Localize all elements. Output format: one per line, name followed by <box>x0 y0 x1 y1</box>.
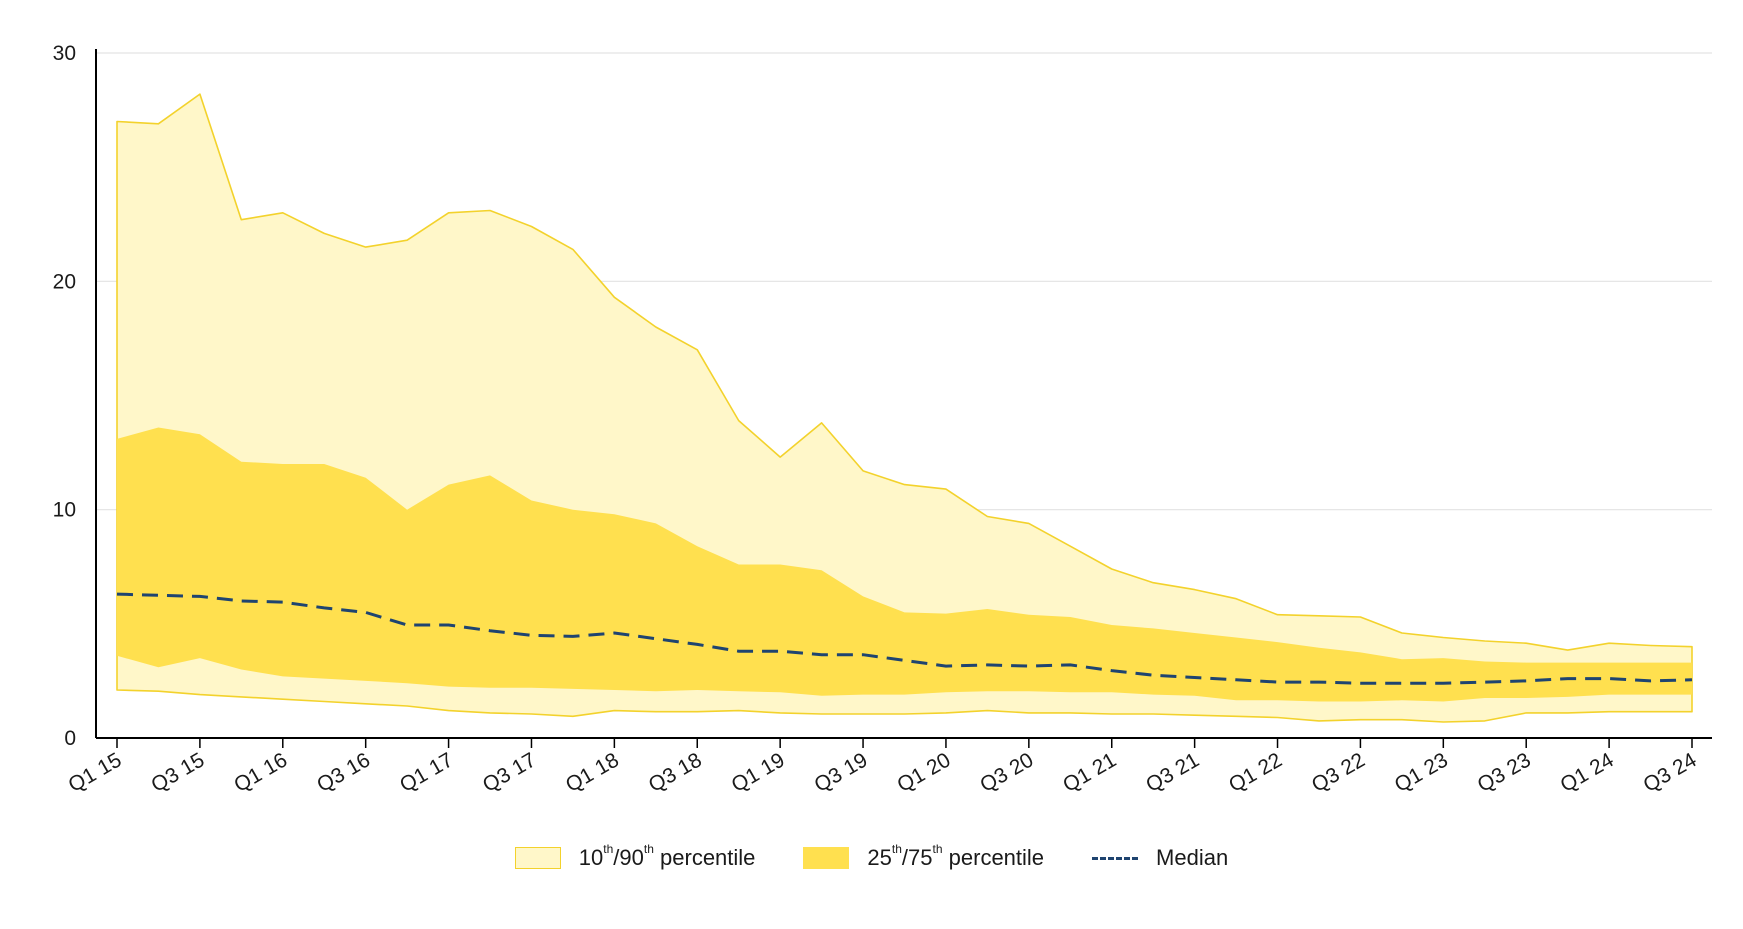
y-tick-label-0: 0 <box>64 727 76 750</box>
x-tick-label-q3-24: Q3 24 <box>1639 748 1700 797</box>
x-tick-label-q3-17: Q3 17 <box>479 748 540 797</box>
legend-item-outer-band: 10th/90th percentile <box>514 841 756 871</box>
x-tick-label-q1-24: Q1 24 <box>1557 748 1618 797</box>
legend-item-median: Median <box>1092 845 1228 871</box>
legend: 10th/90th percentile 25th/75th percentil… <box>0 838 1743 878</box>
legend-swatch-inner-band <box>803 847 850 869</box>
legend-label-median: Median <box>1156 845 1229 870</box>
x-tick-label-q3-15: Q3 15 <box>147 748 208 797</box>
legend-label-inner-band: 25th/75th percentile <box>867 841 1045 870</box>
x-tick-label-q1-22: Q1 22 <box>1225 748 1286 797</box>
x-tick-label-q1-20: Q1 20 <box>893 748 954 797</box>
legend-swatch-median <box>1092 856 1139 860</box>
x-tick-label-q1-17: Q1 17 <box>396 748 457 797</box>
band-25-75-percentile <box>117 427 1692 702</box>
x-tick-label-q3-21: Q3 21 <box>1142 748 1203 797</box>
x-tick-label-q3-16: Q3 16 <box>313 748 374 797</box>
x-tick-label-q3-18: Q3 18 <box>645 748 706 797</box>
x-tick-label-q1-15: Q1 15 <box>64 748 125 797</box>
x-tick-label-q3-19: Q3 19 <box>810 748 871 797</box>
x-tick-label-q1-19: Q1 19 <box>728 748 789 797</box>
legend-label-outer-band: 10th/90th percentile <box>578 841 756 870</box>
median-line <box>116 592 1693 685</box>
chart-canvas: 0 10 20 30 Q1 15 Q3 15 Q1 16 Q3 16 Q1 17 Q3 17 Q1 … <box>53 42 1712 797</box>
y-tick-label-30: 30 <box>53 42 76 65</box>
x-tick-label-q3-23: Q3 23 <box>1474 748 1535 797</box>
x-tick-label-q3-20: Q3 20 <box>976 748 1037 797</box>
x-tick-label-q1-18: Q1 18 <box>562 748 623 797</box>
y-tick-label-10: 10 <box>53 499 76 522</box>
y-tick-label-20: 20 <box>53 270 76 293</box>
x-tick-label-q3-22: Q3 22 <box>1308 748 1369 797</box>
legend-swatch-outer-band <box>514 847 561 869</box>
x-tick-label-q1-21: Q1 21 <box>1059 748 1120 797</box>
x-tick-label-q1-23: Q1 23 <box>1391 748 1452 797</box>
legend-item-inner-band: 25th/75th percentile <box>803 841 1045 871</box>
x-tick-label-q1-16: Q1 16 <box>230 748 291 797</box>
